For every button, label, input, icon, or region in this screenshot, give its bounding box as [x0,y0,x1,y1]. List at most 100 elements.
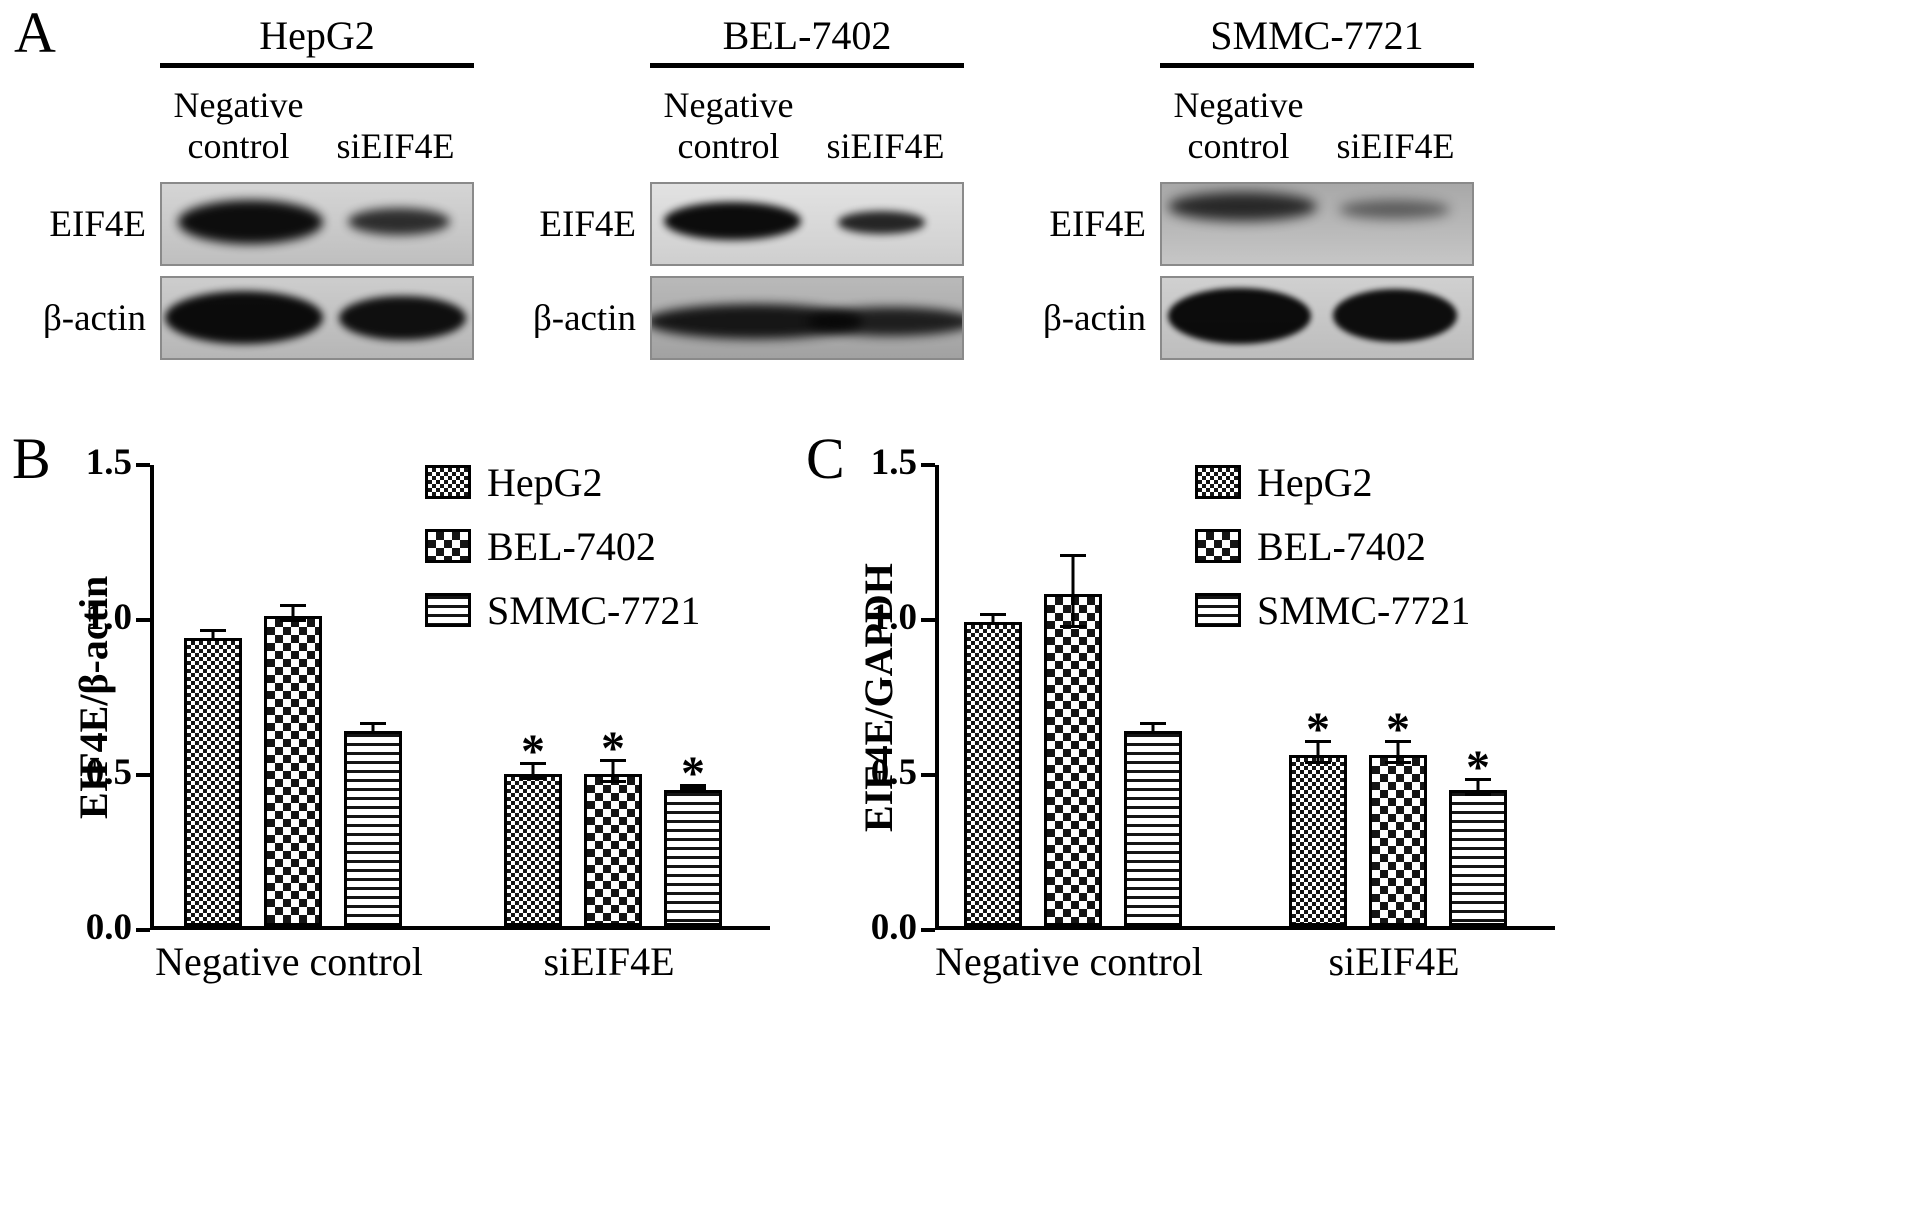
panel-c-label: C [806,426,845,491]
blot-row: β-actin [1025,276,1480,360]
legend-label: SMMC-7721 [1257,587,1471,633]
blot-column-labels: Negative control siEIF4E [1160,68,1474,172]
panel-c-bar-chart: EIF4E/GAPDH 0.0 0.5 1.0 1.5 * * * Negative contr… [825,440,1615,1060]
error-bar [1465,778,1491,796]
legend-label: HepG2 [487,459,603,505]
error-bar [1140,722,1166,734]
fine-check-swatch [425,465,471,499]
column-label: siEIF4E [826,125,945,166]
bar-hepg2: * [504,728,562,926]
fine-check-swatch [1195,465,1241,499]
coarse-check-swatch [1195,529,1241,563]
legend-label: BEL-7402 [1257,523,1426,569]
error-bar-top-cap [980,613,1006,616]
error-bar-bottom-cap [980,622,1006,625]
error-bar-line [531,762,535,780]
error-bar-bottom-cap [1385,761,1411,764]
significance-asterisk: * [601,722,625,775]
y-tick-mark [921,618,935,622]
legend-item: BEL-7402 [1195,514,1470,578]
error-bar-line [1071,554,1075,628]
protein-label: EIF4E [539,203,636,245]
error-bar-top-cap [600,759,626,762]
y-tick-label: 0.0 [870,907,917,948]
x-category-label: siEIF4E [1328,939,1460,984]
bar-hepg2 [964,613,1022,926]
significance-asterisk: * [681,747,705,800]
western-blot-image [160,276,474,360]
legend-item: SMMC-7721 [425,578,700,642]
bar-hepg2 [184,629,242,926]
legend: HepG2 BEL-7402 SMMC-7721 [1195,450,1470,642]
column-label: Negative control [173,85,304,166]
error-bar-line [1396,740,1400,764]
blot-row: EIF4E [1025,182,1480,266]
bar-group-1: * * * [1289,706,1507,926]
bar-bel-7402 [1044,554,1102,926]
protein-band [807,306,962,336]
blot-group-hepg2: HepG2 Negative control siEIF4E EIF4E β-actin [25,12,480,360]
y-tick-label: 1.0 [870,597,917,638]
h-stripes-swatch [1195,593,1241,627]
x-category-label: Negative control [155,939,423,984]
bar-bel-7402 [264,604,322,926]
y-tick-label: 0.5 [870,752,917,793]
h-stripes-swatch [425,593,471,627]
y-tick-label: 1.5 [85,442,132,483]
blot-group-bel-7402: BEL-7402 Negative control siEIF4E EIF4E β-ac… [515,12,970,360]
bar-bel-7402: * [584,725,642,926]
bar-smmc-7721 [1124,722,1182,926]
panel-b-label: B [12,426,51,491]
y-tick-mark [921,773,935,777]
column-label: Negative control [663,85,794,166]
y-tick-mark [136,618,150,622]
y-tick-label: 1.0 [85,597,132,638]
western-blot-image [160,182,474,266]
x-category-label: Negative control [935,939,1203,984]
protein-label: β-actin [1042,297,1146,339]
error-bar-bottom-cap [200,638,226,641]
error-bar [1060,554,1086,628]
error-bar-line [291,604,295,622]
significance-asterisk: * [1386,703,1410,756]
error-bar-bottom-cap [680,787,706,790]
error-bar-line [1151,722,1155,734]
y-axis-title: EIF4E/GAPDH [856,563,901,832]
protein-band [838,211,925,234]
significance-asterisk: * [521,725,545,778]
error-bar-line [611,759,615,783]
protein-label: EIF4E [49,203,146,245]
protein-band [1168,287,1311,344]
error-bar [200,629,226,641]
protein-band [165,290,324,344]
blot-column-labels: Negative control siEIF4E [650,68,964,172]
error-bar-top-cap [1140,722,1166,725]
error-bar [600,759,626,783]
protein-label: EIF4E [1049,203,1146,245]
protein-band [177,200,324,244]
legend-label: HepG2 [1257,459,1373,505]
error-bar-line [1316,740,1320,764]
western-blot-image [1160,182,1474,266]
error-bar-bottom-cap [600,780,626,783]
protein-label: β-actin [42,297,146,339]
error-bar-line [991,613,995,625]
y-tick-label: 0.5 [85,752,132,793]
error-bar [1385,740,1411,764]
legend: HepG2 BEL-7402 SMMC-7721 [425,450,700,642]
bar-smmc-7721 [344,722,402,926]
error-bar [280,604,306,622]
error-bar-top-cap [360,722,386,725]
western-blot-image [1160,276,1474,360]
plot-area: * * * [935,465,1555,930]
error-bar-top-cap [520,762,546,765]
blot-row: β-actin [25,276,480,360]
blot-row: EIF4E [515,182,970,266]
bar-group-0 [964,554,1182,926]
significance-asterisk: * [1306,703,1330,756]
column-label: siEIF4E [336,125,455,166]
blot-row: EIF4E [25,182,480,266]
y-tick-mark [136,773,150,777]
error-bar-bottom-cap [1140,731,1166,734]
panel-b-bar-chart: EIF4E/β-actin 0.0 0.5 1.0 1.5 * * * Negative con… [40,440,830,1060]
